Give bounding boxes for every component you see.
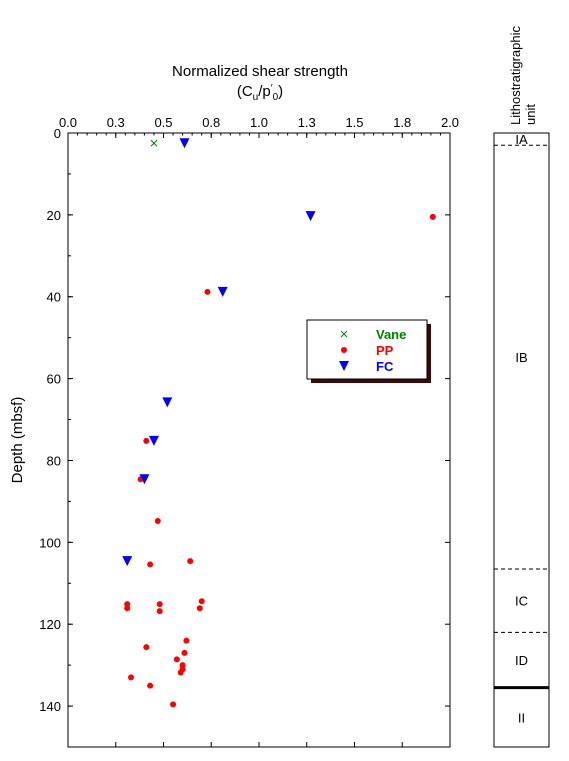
x-tick-label: 0.3 — [107, 115, 125, 130]
y-tick-label: 100 — [39, 535, 61, 550]
pp-point — [196, 605, 203, 612]
legend-label-vane: Vane — [376, 327, 406, 342]
subtitle-sub-u: u — [253, 92, 259, 103]
y-tick-label: 0 — [54, 126, 61, 141]
pp-point — [156, 601, 163, 608]
litho-unit-ib: IB — [515, 350, 527, 365]
litho-unit-id: ID — [515, 653, 528, 668]
pp-point — [128, 674, 135, 681]
pp-point — [143, 437, 150, 444]
y-tick-label: 20 — [47, 208, 61, 223]
pp-point — [173, 656, 180, 663]
y-axis-label: Depth (mbsf) — [9, 397, 26, 484]
legend-box — [306, 319, 428, 380]
fc-point — [217, 286, 228, 297]
legend-label-fc: FC — [376, 359, 394, 374]
subtitle-mid: /p — [258, 83, 271, 100]
pp-point — [143, 644, 150, 651]
subtitle-prime: ′ — [271, 83, 273, 94]
y-tick-label: 80 — [47, 453, 61, 468]
pp-point — [181, 649, 188, 656]
y-tick-label: 140 — [39, 699, 61, 714]
vane-point — [150, 139, 158, 147]
pp-point — [204, 288, 211, 295]
x-tick-label: 0.8 — [202, 115, 220, 130]
litho-unit-ii: II — [518, 710, 525, 725]
pp-point — [156, 608, 163, 615]
fc-point — [122, 556, 133, 567]
pp-point — [147, 561, 154, 568]
pp-point — [124, 605, 131, 612]
fc-point — [162, 397, 173, 408]
x-tick-label: 1.5 — [345, 115, 363, 130]
pp-point — [154, 518, 161, 525]
subtitle-sub-0: 0 — [273, 92, 279, 103]
x-tick-label: 0.0 — [59, 115, 77, 130]
legend-marker-vane — [340, 330, 348, 338]
fc-point — [139, 474, 150, 485]
litho-unit-ia: IA — [515, 132, 528, 147]
litho-title-line1: Lithostratigraphic — [508, 26, 523, 125]
litho-title-line2: unit — [523, 104, 538, 125]
litho-unit-ic: IC — [515, 594, 528, 609]
litho-column — [493, 132, 550, 748]
x-tick-label: 1.0 — [250, 115, 268, 130]
x-tick-label: 2.0 — [441, 115, 459, 130]
data-points — [122, 138, 436, 708]
pp-point — [170, 701, 177, 708]
x-axis: 0.0 0.3 0.5 0.8 1.0 1.3 1.5 1.8 2.0 — [59, 115, 459, 747]
y-tick-label: 60 — [47, 372, 61, 387]
subtitle-open: (C — [237, 83, 253, 100]
pp-point — [147, 682, 154, 689]
fc-point — [179, 138, 190, 149]
pp-point — [429, 213, 436, 220]
chart-title: Normalized shear strength — [172, 63, 348, 80]
chart-subtitle: (Cu/p′0) — [237, 83, 283, 103]
x-tick-label: 0.5 — [154, 115, 172, 130]
pp-point — [177, 669, 184, 676]
pp-point — [183, 637, 190, 644]
legend-marker-pp — [341, 347, 347, 353]
pp-point — [187, 558, 194, 565]
legend-label-pp: PP — [376, 343, 394, 358]
litho-units: IA IB IC ID II — [494, 132, 549, 725]
y-tick-label: 40 — [47, 290, 61, 305]
plot-frame — [67, 132, 451, 748]
x-tick-label: 1.3 — [298, 115, 316, 130]
y-axis: 0 20 40 60 80 100 120 140 — [39, 126, 450, 748]
y-tick-label: 120 — [39, 617, 61, 632]
subtitle-close: ) — [278, 83, 283, 100]
pp-point — [198, 598, 205, 605]
legend-marker-fc — [339, 361, 349, 371]
fc-point — [148, 435, 159, 446]
x-tick-label: 1.8 — [393, 115, 411, 130]
fc-point — [305, 211, 316, 222]
